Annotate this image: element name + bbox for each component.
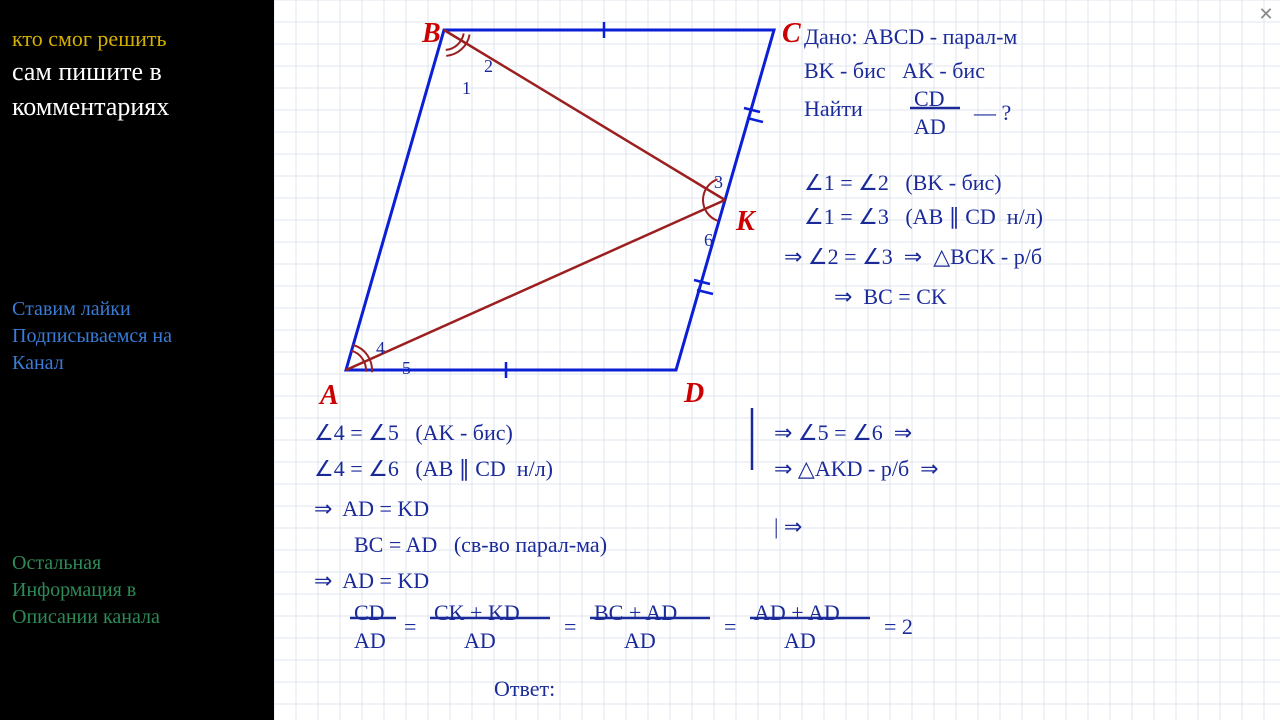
sidebar: кто смог решитьсам пишите вкомментариях С… <box>0 0 274 720</box>
hand-text: BC + AD <box>594 600 677 626</box>
hand-text: AD <box>464 628 496 654</box>
sidebar-text: Информация в <box>12 577 262 604</box>
hand-text: ∠1 = ∠2 (BK - бис) <box>804 170 1002 196</box>
hand-text: BC = AD (св-во парал-ма) <box>354 532 607 558</box>
hand-text: ∠1 = ∠3 (AB ∥ CD н/л) <box>804 204 1043 230</box>
hand-text: = <box>564 614 576 640</box>
vertex-label-K: K <box>736 206 755 238</box>
hand-text: Дано: ABCD - парал-м <box>804 24 1017 50</box>
angle-label: 6 <box>704 230 713 251</box>
hand-text: Найти <box>804 96 863 122</box>
close-icon[interactable]: ✕ <box>1256 4 1276 24</box>
hand-text: ⇒ BC = CK <box>834 284 947 310</box>
sidebar-text: Канал <box>12 350 262 377</box>
hand-text: ⇒ △AKD - р/б ⇒ <box>774 456 939 482</box>
hand-text: CD <box>914 86 945 112</box>
hand-text: BK - бис AK - бис <box>804 58 985 84</box>
sidebar-text: Описании канала <box>12 604 262 631</box>
sidebar-text: Ставим лайки <box>12 296 262 323</box>
vertex-label-B: B <box>422 18 441 50</box>
hand-text: ⇒ AD = KD <box>314 568 429 594</box>
vertex-label-C: C <box>782 18 801 50</box>
angle-label: 1 <box>462 78 471 99</box>
hand-text: = 2 <box>884 614 913 640</box>
hand-text: — ? <box>974 100 1011 126</box>
angle-label: 2 <box>484 56 493 77</box>
angle-label: 5 <box>402 358 411 379</box>
hand-text: = <box>404 614 416 640</box>
vertex-label-D: D <box>684 378 704 410</box>
hand-text: Ответ: <box>494 676 555 702</box>
sidebar-text: Остальная <box>12 550 262 577</box>
hand-text: ∠4 = ∠5 (AK - бис) <box>314 420 513 446</box>
hand-text: = <box>724 614 736 640</box>
hand-text: CK + KD <box>434 600 520 626</box>
hand-text: | ⇒ <box>774 514 802 540</box>
hand-text: AD + AD <box>754 600 840 626</box>
hand-text: AD <box>784 628 816 654</box>
hand-text: AD <box>624 628 656 654</box>
angle-label: 3 <box>714 172 723 193</box>
sidebar-text: Подписываемся на <box>12 323 262 350</box>
hand-text: ⇒ ∠5 = ∠6 ⇒ <box>774 420 912 446</box>
vertex-label-A: A <box>320 380 339 412</box>
angle-label: 4 <box>376 338 385 359</box>
hand-text: AD <box>914 114 946 140</box>
sidebar-text: кто смог решить <box>12 24 262 54</box>
hand-text: AD <box>354 628 386 654</box>
hand-text: CD <box>354 600 385 626</box>
sidebar-text: сам пишите в <box>12 54 262 89</box>
hand-text: ∠4 = ∠6 (AB ∥ CD н/л) <box>314 456 553 482</box>
hand-text: ⇒ AD = KD <box>314 496 429 522</box>
sidebar-text: комментариях <box>12 89 262 124</box>
hand-text: ⇒ ∠2 = ∠3 ⇒ △BCK - р/б <box>784 244 1042 270</box>
